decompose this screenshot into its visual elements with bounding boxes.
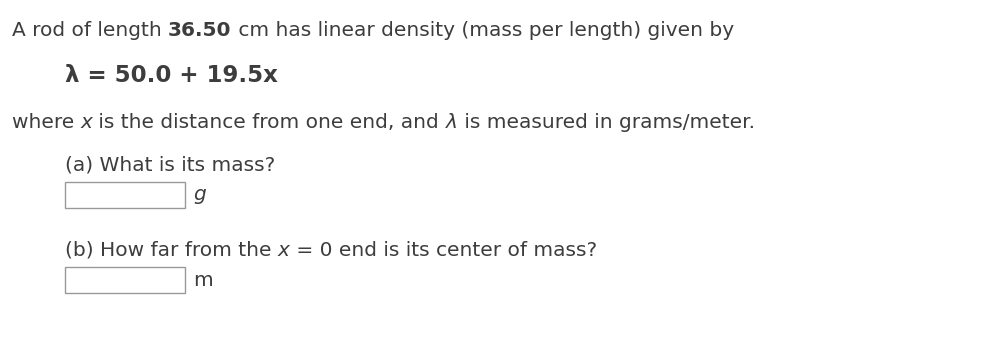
Text: cm has linear density (mass per length) given by: cm has linear density (mass per length) …: [232, 20, 734, 39]
Text: (b) How far from the: (b) How far from the: [65, 240, 278, 259]
Text: λ = 50.0 + 19.5x: λ = 50.0 + 19.5x: [65, 64, 278, 86]
Bar: [65, 182, 185, 208]
Text: is measured in grams/meter.: is measured in grams/meter.: [457, 113, 755, 132]
Text: (a) What is its mass?: (a) What is its mass?: [65, 155, 275, 174]
Text: g: g: [193, 186, 206, 204]
Text: where: where: [12, 113, 81, 132]
Text: λ: λ: [445, 113, 457, 132]
Text: x: x: [81, 113, 93, 132]
Text: x: x: [278, 240, 290, 259]
Text: A rod of length: A rod of length: [12, 20, 168, 39]
Text: m: m: [193, 271, 213, 289]
Text: = 0 end is its center of mass?: = 0 end is its center of mass?: [290, 240, 597, 259]
Text: 36.50: 36.50: [168, 20, 232, 39]
Bar: [65, 267, 185, 293]
Text: is the distance from one end, and: is the distance from one end, and: [93, 113, 445, 132]
